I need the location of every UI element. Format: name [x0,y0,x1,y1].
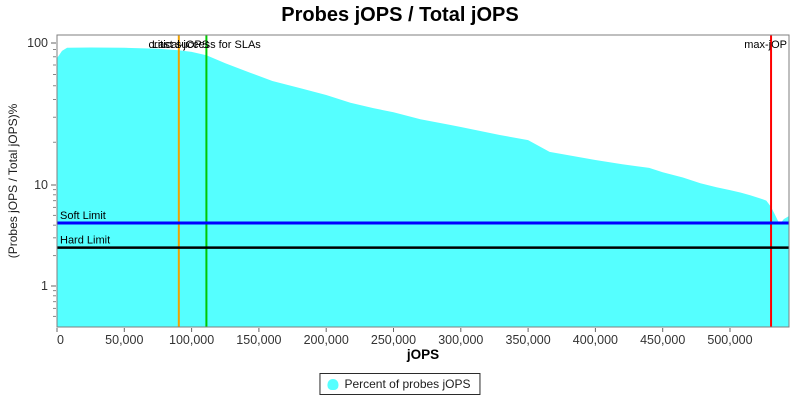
y-tick-label: 1 [41,279,48,293]
marker-label-max-jops: max-jOP [744,39,787,51]
limit-label-hard-limit: Hard Limit [60,235,110,247]
x-tick-label: 0 [57,333,64,347]
y-axis-title: (Probes jOPS / Total jOPS)% [6,103,20,258]
x-tick-label: 300,000 [438,333,483,347]
probes-area-series [57,47,789,327]
x-tick-label: 450,000 [640,333,685,347]
x-tick-label: 200,000 [304,333,349,347]
marker-label-last-success-for-slas: Last success for SLAs [152,39,261,51]
legend-area-marker [327,378,339,390]
x-axis-title: jOPS [406,347,439,362]
y-tick-label: 100 [27,36,48,50]
limit-label-soft-limit: Soft Limit [60,210,106,222]
x-tick-label: 350,000 [506,333,551,347]
x-tick-label: 400,000 [573,333,618,347]
x-tick-label: 100,000 [169,333,214,347]
y-tick-label: 10 [34,178,48,192]
plot-border [56,34,790,328]
x-tick-label: 250,000 [371,333,416,347]
legend-label: Percent of probes jOPS [344,377,471,391]
marker-label-critical-jops: critical-jOPS [149,39,210,51]
x-tick-label: 500,000 [707,333,752,347]
x-tick-label: 150,000 [236,333,281,347]
chart-title: Probes jOPS / Total jOPS [281,4,519,26]
legend: Percent of probes jOPS [319,373,481,395]
x-tick-label: 50,000 [105,333,143,347]
